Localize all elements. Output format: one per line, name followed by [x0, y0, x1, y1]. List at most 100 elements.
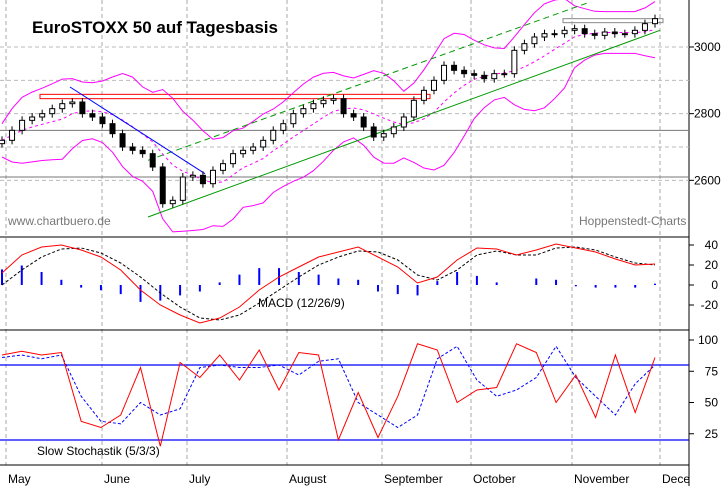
candle-body	[370, 126, 377, 138]
x-tick-label: August	[289, 472, 327, 486]
candle-body	[89, 113, 96, 118]
candle-body	[99, 116, 106, 125]
candle-body	[571, 28, 578, 31]
candle-body	[441, 64, 448, 81]
candle-body	[9, 129, 16, 141]
candle-body	[420, 89, 427, 101]
stoch-tick-label: 25	[705, 427, 719, 441]
candle-body	[360, 116, 367, 128]
candle-body	[209, 169, 216, 185]
stoch-tick-label: 100	[698, 333, 718, 347]
y-tick-label: 2800	[694, 107, 721, 121]
candle-body	[290, 113, 297, 125]
candle-body	[320, 99, 327, 105]
candle-body	[390, 126, 397, 135]
uptrend-channel	[147, 1, 591, 161]
x-tick-label: Dece	[662, 472, 690, 486]
macd-tick-label: 20	[705, 258, 719, 272]
candle-body	[491, 73, 498, 80]
watermark-left: www.chartbuero.de	[8, 214, 111, 228]
macd-label: MACD (12/26/9)	[258, 296, 345, 310]
candle-body	[220, 163, 227, 171]
candle-body	[561, 29, 568, 35]
x-tick-label: November	[574, 472, 629, 486]
candle-body	[631, 29, 638, 35]
candle-body	[49, 108, 56, 115]
stoch-k-line	[1, 343, 656, 447]
candle-body	[430, 79, 437, 91]
candle-body	[19, 119, 26, 131]
candle-body	[250, 146, 257, 151]
candle-body	[29, 116, 36, 121]
macd-tick-label: 40	[705, 238, 719, 252]
candle-body	[0, 139, 5, 145]
bollinger-upper	[1, 0, 656, 140]
resistance-zone	[39, 93, 431, 100]
x-tick-label: May	[8, 472, 31, 486]
macd-signal-line	[1, 246, 656, 321]
candle-body	[551, 33, 558, 36]
candle-body	[300, 108, 307, 115]
candle-body	[501, 73, 508, 76]
candle-body	[59, 103, 66, 110]
macd-line	[1, 243, 656, 324]
candle-body	[652, 18, 658, 25]
y-tick-label: 3000	[694, 40, 721, 54]
bollinger-lower	[1, 52, 656, 233]
candle-body	[511, 49, 518, 75]
candle-body	[330, 98, 337, 101]
candle-body	[149, 153, 156, 168]
candle-body	[601, 31, 608, 36]
candle-body	[240, 149, 247, 155]
candle-body	[581, 28, 588, 35]
bollinger-middle	[1, 29, 656, 184]
candle-body	[621, 33, 628, 36]
candle-body	[310, 103, 317, 110]
chart-title: EuroSTOXX 50 auf Tagesbasis	[32, 18, 278, 37]
candle-body	[159, 166, 166, 205]
candle-body	[531, 36, 538, 45]
candle-body	[591, 33, 598, 36]
stoch-tick-label: 75	[705, 364, 719, 378]
candle-body	[69, 101, 76, 105]
candle-body	[189, 174, 196, 178]
candle-body	[521, 43, 528, 51]
stoch-tick-label: 50	[705, 396, 719, 410]
candle-body	[39, 113, 46, 118]
candle-body	[400, 116, 407, 128]
candle-body	[119, 133, 126, 148]
candle-body	[230, 153, 237, 165]
candle-body	[79, 101, 86, 115]
stoch-d-line	[1, 345, 656, 429]
candle-body	[471, 73, 478, 76]
x-tick-label: September	[384, 472, 443, 486]
stochastic-label: Slow Stochastik (5/3/3)	[37, 444, 160, 458]
candle-body	[129, 146, 136, 151]
x-tick-label: October	[473, 472, 516, 486]
x-tick-label: July	[189, 472, 210, 486]
macd-tick-label: -20	[701, 298, 719, 312]
candle-body	[199, 174, 206, 185]
candle-body	[481, 74, 488, 80]
candle-body	[179, 176, 186, 201]
downtrend-line	[69, 86, 206, 175]
candle-body	[350, 113, 357, 118]
candle-body	[109, 123, 116, 135]
candle-body	[340, 98, 347, 115]
x-tick-label: June	[104, 472, 130, 486]
y-tick-label: 2600	[694, 173, 721, 187]
candle-body	[280, 123, 287, 131]
macd-tick-label: 0	[711, 278, 718, 292]
candle-body	[139, 149, 146, 155]
candle-body	[270, 129, 277, 141]
candle-body	[260, 139, 267, 148]
candle-body	[169, 199, 176, 205]
candle-body	[380, 133, 387, 138]
candle-body	[451, 64, 458, 71]
consolidation-zone	[562, 18, 664, 24]
watermark-right: Hoppenstedt-Charts	[579, 214, 687, 228]
candle-body	[611, 31, 618, 35]
candle-body	[461, 69, 468, 75]
